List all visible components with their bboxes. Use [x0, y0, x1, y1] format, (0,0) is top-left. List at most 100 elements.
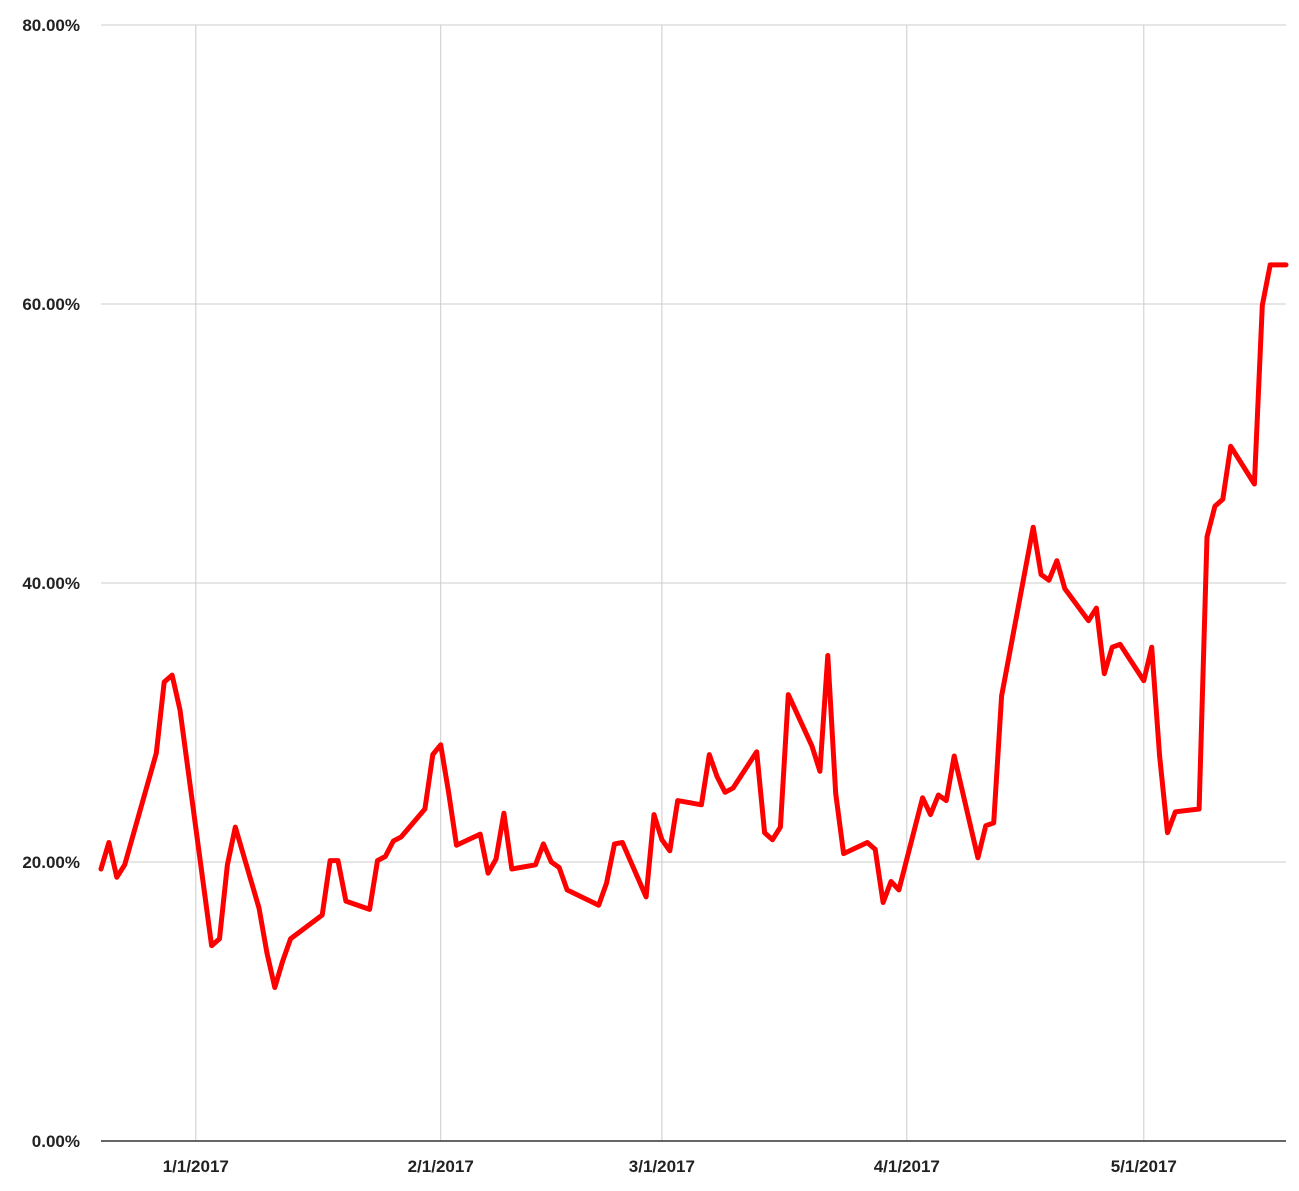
- data-point: [550, 861, 552, 863]
- data-point: [866, 842, 868, 843]
- data-point: [1001, 695, 1003, 697]
- data-point: [1174, 811, 1176, 813]
- data-point: [953, 755, 955, 757]
- data-point: [779, 826, 781, 828]
- data-point: [756, 751, 758, 753]
- data-point: [100, 868, 102, 870]
- data-point: [930, 814, 931, 816]
- data-point: [653, 814, 655, 816]
- data-point: [732, 787, 734, 789]
- data-point: [1119, 643, 1121, 645]
- data-point: [337, 860, 339, 862]
- x-tick-label: 4/1/2017: [874, 1157, 940, 1176]
- data-point: [882, 902, 884, 903]
- data-point: [764, 832, 766, 834]
- data-point: [827, 655, 829, 656]
- data-point: [1048, 579, 1050, 581]
- data-point: [1056, 560, 1058, 562]
- y-tick-labels: 0.00% 20.00% 40.00% 60.00% 80.00%: [22, 16, 80, 1151]
- data-point: [1214, 505, 1216, 507]
- data-point: [716, 776, 718, 778]
- data-point: [922, 797, 924, 799]
- data-point: [1151, 646, 1153, 648]
- data-point: [282, 960, 284, 962]
- data-point: [321, 914, 323, 916]
- data-point: [258, 907, 260, 909]
- data-point: [669, 850, 671, 852]
- data-point: [1095, 607, 1097, 609]
- data-point: [211, 945, 213, 947]
- data-point: [700, 804, 702, 806]
- data-point: [1277, 264, 1279, 266]
- data-point: [1064, 588, 1066, 590]
- data-point: [661, 839, 663, 841]
- data-point: [234, 826, 236, 828]
- data-point: [614, 843, 615, 845]
- data-point: [1088, 620, 1089, 622]
- x-tick-label: 2/1/2017: [408, 1157, 474, 1176]
- data-point: [606, 882, 608, 884]
- data-point: [226, 864, 228, 866]
- data-point: [535, 864, 536, 866]
- data-point: [179, 709, 181, 711]
- data-point: [843, 853, 845, 855]
- x-tick-label: 3/1/2017: [629, 1157, 695, 1176]
- data-point: [819, 770, 821, 772]
- data-point: [1032, 526, 1034, 528]
- data-point: [874, 848, 876, 850]
- data-point: [993, 822, 995, 824]
- data-point: [274, 987, 276, 988]
- data-point: [290, 938, 292, 940]
- y-tick-label: 40.00%: [22, 574, 80, 593]
- data-point: [1222, 498, 1224, 500]
- x-tick-labels: 1/1/2017 2/1/2017 3/1/2017 4/1/2017 5/1/2017: [163, 1157, 1177, 1176]
- data-point: [1103, 673, 1105, 675]
- data-point: [1198, 808, 1200, 810]
- data-point: [1167, 832, 1168, 834]
- data-point: [432, 754, 434, 756]
- grid-lines: [101, 24, 1286, 1141]
- data-point: [384, 855, 386, 857]
- data-point: [937, 794, 939, 796]
- data-point: [621, 842, 623, 843]
- data-point: [124, 864, 126, 866]
- data-point: [1040, 574, 1042, 576]
- data-point: [977, 857, 979, 859]
- y-tick-label: 0.00%: [32, 1132, 80, 1151]
- data-point: [1159, 755, 1161, 757]
- data-point: [495, 858, 497, 860]
- data-point: [898, 889, 900, 891]
- data-point: [155, 752, 157, 754]
- data-point: [772, 839, 773, 841]
- data-point: [1269, 264, 1271, 266]
- data-point: [1261, 304, 1263, 306]
- data-point: [329, 860, 331, 862]
- data-point: [163, 681, 165, 683]
- x-tick-label: 1/1/2017: [163, 1157, 229, 1176]
- data-point: [108, 842, 110, 843]
- data-point: [392, 840, 394, 842]
- data-point: [598, 904, 600, 906]
- data-point: [811, 745, 813, 747]
- data-point: [440, 744, 442, 746]
- data-point: [479, 833, 481, 835]
- series-layer: [98, 262, 1289, 990]
- data-point: [456, 844, 457, 846]
- data-point: [542, 843, 544, 845]
- data-point: [645, 896, 647, 898]
- data-point: [1111, 646, 1113, 648]
- data-point: [1143, 680, 1145, 682]
- series-line: [98, 262, 1289, 990]
- data-point: [1206, 536, 1208, 538]
- data-point: [503, 812, 505, 814]
- data-point: [985, 825, 987, 827]
- data-point: [1230, 445, 1232, 447]
- data-point: [677, 800, 679, 802]
- data-point: [558, 867, 560, 869]
- data-point: [377, 860, 378, 862]
- data-point: [724, 791, 726, 793]
- data-point: [448, 791, 450, 793]
- data-point: [116, 876, 118, 878]
- x-tick-label: 5/1/2017: [1111, 1157, 1177, 1176]
- data-point: [487, 872, 489, 874]
